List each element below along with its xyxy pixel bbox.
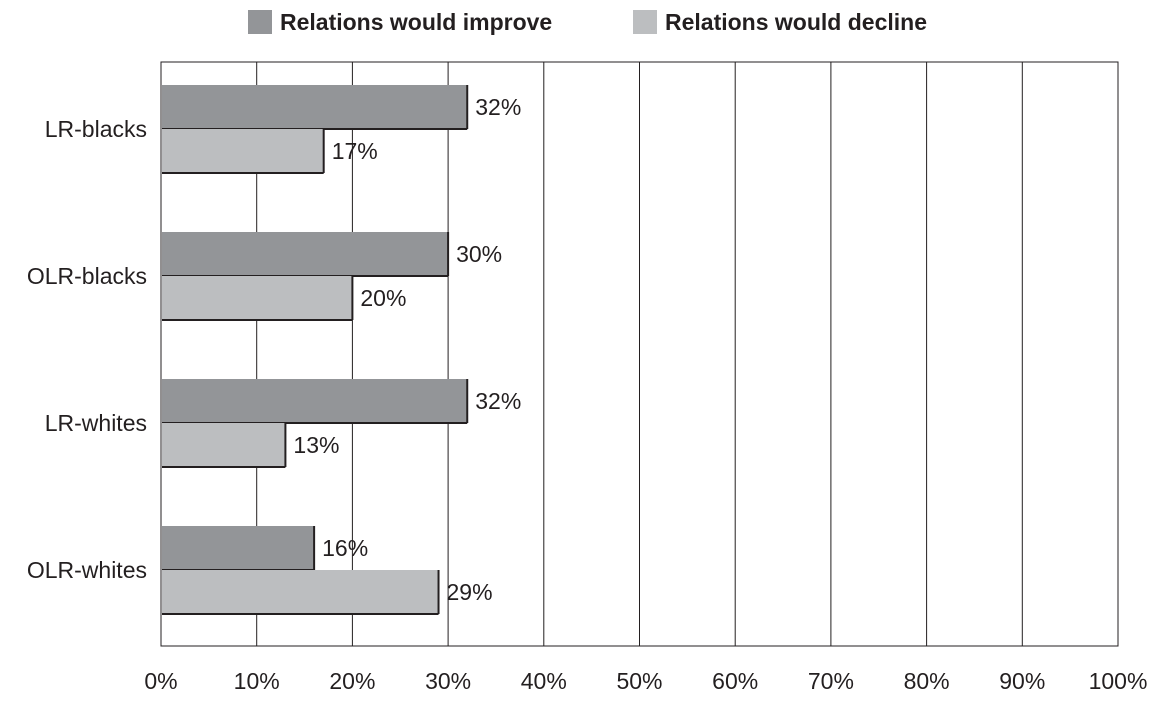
bar <box>162 423 286 467</box>
category-label: OLR-blacks <box>27 263 147 289</box>
x-tick-label: 80% <box>904 668 950 694</box>
x-tick-label: 30% <box>425 668 471 694</box>
legend: Relations would improve Relations would d… <box>248 9 927 35</box>
bar <box>162 379 468 423</box>
legend-swatch-1 <box>248 10 272 34</box>
bar <box>162 85 468 129</box>
data-label: 32% <box>475 94 521 120</box>
x-tick-label: 40% <box>521 668 567 694</box>
data-label: 16% <box>322 535 368 561</box>
legend-label-1: Relations would improve <box>280 9 552 35</box>
bar <box>162 232 449 276</box>
data-label: 29% <box>447 579 493 605</box>
data-label: 20% <box>360 285 406 311</box>
x-axis-ticks: 0% 10% 20% 30% 40% 50% 60% 70% 80% 90% 100% <box>144 668 1147 694</box>
bar <box>162 129 324 173</box>
plot-border <box>160 61 1119 647</box>
x-tick-label: 70% <box>808 668 854 694</box>
legend-swatch-2 <box>633 10 657 34</box>
category-label: LR-whites <box>45 410 147 436</box>
category-label: OLR-whites <box>27 557 147 583</box>
bar <box>162 526 315 570</box>
grid-lines <box>256 62 1023 646</box>
x-tick-label: 60% <box>712 668 758 694</box>
y-axis-labels: LR-blacks OLR-blacks LR-whites OLR-whites <box>27 116 147 583</box>
bar <box>162 570 439 614</box>
x-tick-label: 0% <box>144 668 177 694</box>
data-label: 30% <box>456 241 502 267</box>
x-tick-label: 100% <box>1089 668 1148 694</box>
x-tick-label: 90% <box>999 668 1045 694</box>
bar <box>162 276 353 320</box>
bars: 32% 17% 30% 20% 32% 13% 16% 29% <box>162 85 521 615</box>
data-label: 32% <box>475 388 521 414</box>
x-tick-label: 50% <box>616 668 662 694</box>
data-label: 13% <box>293 432 339 458</box>
data-label: 17% <box>332 138 378 164</box>
x-tick-label: 20% <box>329 668 375 694</box>
x-tick-label: 10% <box>234 668 280 694</box>
category-label: LR-blacks <box>45 116 147 142</box>
plot-frame <box>160 61 1119 647</box>
legend-label-2: Relations would decline <box>665 9 927 35</box>
